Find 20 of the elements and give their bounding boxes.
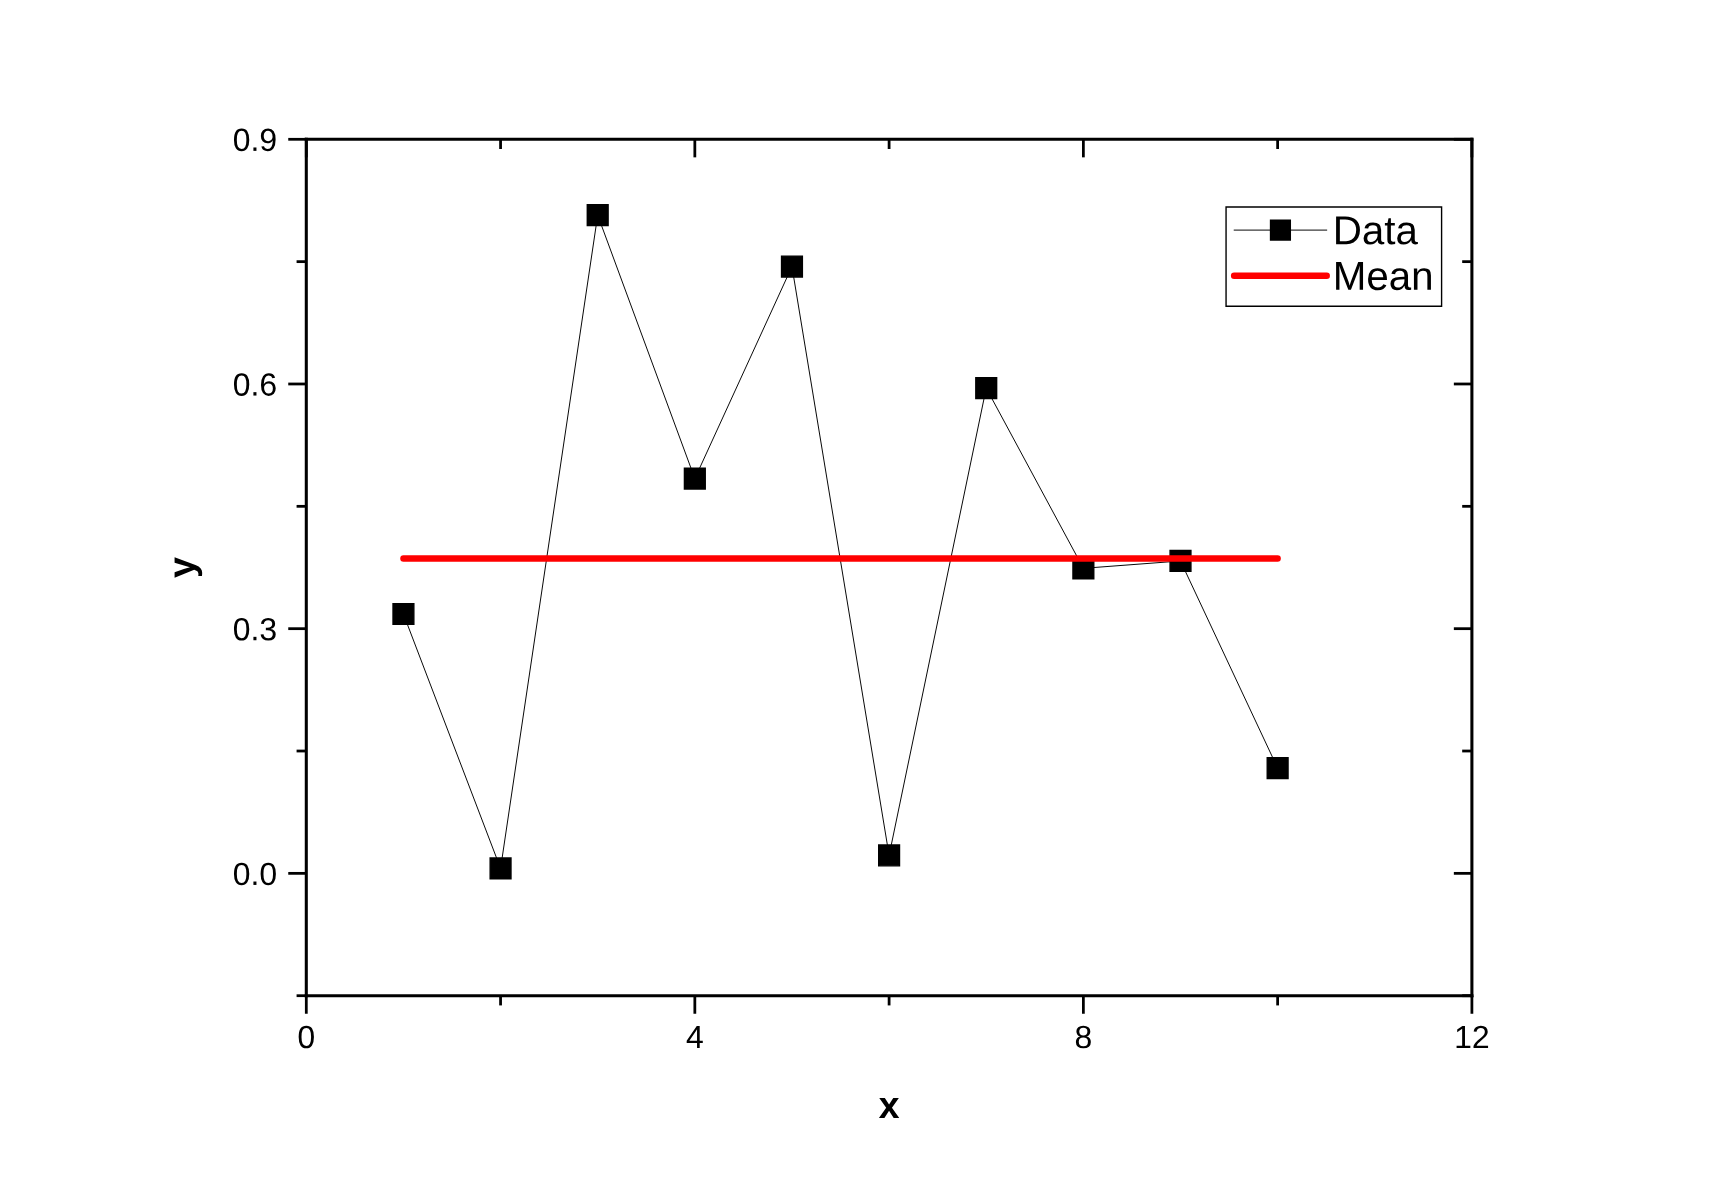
y-tick-label: 0.9 <box>233 128 276 152</box>
point <box>586 204 609 227</box>
point <box>975 376 998 400</box>
legend-label: Data <box>1336 216 1418 245</box>
x-tick-label: 12 <box>1456 1025 1489 1049</box>
point <box>489 857 512 880</box>
x-tick-label: 8 <box>1075 1025 1091 1049</box>
x-axis-title: x <box>878 1098 900 1118</box>
legend-label: Mean <box>1336 262 1431 291</box>
x-tick-label: 0 <box>298 1025 314 1049</box>
x-tick-label: 4 <box>686 1026 703 1049</box>
point <box>392 602 415 626</box>
y-tick-label: 0.0 <box>233 862 276 886</box>
point <box>683 467 706 490</box>
point <box>1266 757 1289 780</box>
y-tick-label: 0.6 <box>233 373 276 396</box>
point <box>780 255 804 278</box>
y-tick-label: 0.3 <box>233 617 276 641</box>
y-axis-title: y <box>174 557 203 578</box>
point <box>877 844 901 867</box>
